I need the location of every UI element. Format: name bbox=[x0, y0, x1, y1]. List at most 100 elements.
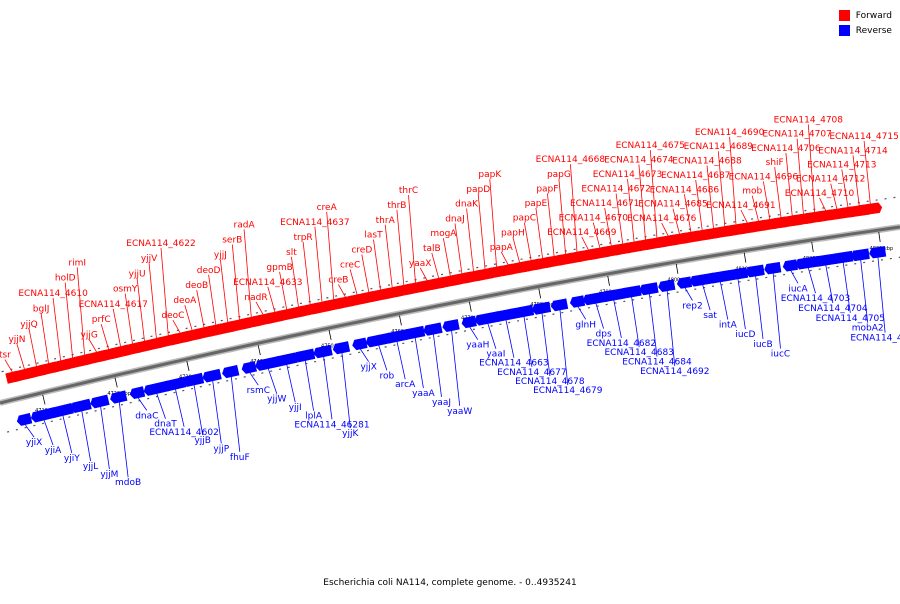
gene-label[interactable]: ECNA114_4683 bbox=[604, 348, 673, 358]
gene-label[interactable]: deoB bbox=[185, 281, 208, 291]
gene-label[interactable]: ECNA114_4710 bbox=[785, 189, 855, 199]
gene-label[interactable]: ECNA114_4711 bbox=[850, 334, 900, 344]
gene-label[interactable]: ECNA114_4691 bbox=[706, 201, 775, 211]
gene-label[interactable]: ECNA114_4670 bbox=[559, 214, 629, 224]
gene-label[interactable]: mogA bbox=[430, 229, 457, 239]
gene-arrow[interactable] bbox=[221, 364, 240, 379]
gene-label[interactable]: yjjU bbox=[129, 269, 146, 279]
gene-label[interactable]: ECNA114_4672 bbox=[581, 185, 650, 195]
gene-label[interactable]: deoD bbox=[197, 266, 221, 276]
gene-label[interactable]: rob bbox=[380, 371, 395, 381]
gene-label[interactable]: gpmB bbox=[266, 263, 292, 273]
gene-arrow[interactable] bbox=[461, 315, 477, 329]
gene-label[interactable]: tsr bbox=[0, 351, 11, 361]
gene-arrow[interactable] bbox=[869, 246, 887, 259]
gene-arrow[interactable] bbox=[202, 368, 222, 383]
gene-label[interactable]: papE bbox=[525, 199, 548, 209]
gene-label[interactable]: radA bbox=[234, 220, 256, 230]
gene-label[interactable]: yjjX bbox=[360, 363, 377, 373]
gene-label[interactable]: iucD bbox=[735, 330, 755, 340]
gene-label[interactable]: ECNA114_4686 bbox=[650, 185, 720, 195]
gene-arrow[interactable] bbox=[639, 282, 659, 296]
gene-label[interactable]: ECNA114_4677 bbox=[497, 368, 566, 378]
gene-label[interactable]: ECNA114_4685 bbox=[638, 200, 707, 210]
gene-arrow[interactable] bbox=[676, 276, 693, 289]
gene-arrow[interactable] bbox=[832, 250, 854, 264]
gene-label[interactable]: ECNA114_4712 bbox=[796, 175, 865, 185]
gene-label[interactable]: serB bbox=[222, 236, 242, 246]
gene-arrow[interactable] bbox=[109, 390, 128, 404]
gene-arrow[interactable] bbox=[531, 301, 552, 315]
gene-label[interactable]: yjjG bbox=[81, 331, 98, 341]
gene-label[interactable]: lasT bbox=[364, 231, 383, 241]
gene-arrow[interactable] bbox=[620, 285, 642, 299]
gene-arrow[interactable] bbox=[50, 402, 74, 418]
gene-label[interactable]: lplA bbox=[305, 412, 323, 422]
gene-label[interactable]: ECNA114_4674 bbox=[604, 156, 674, 166]
gene-label[interactable]: yjjK bbox=[342, 429, 359, 439]
gene-label[interactable]: yaaA bbox=[412, 389, 435, 399]
gene-label[interactable]: ECNA114_4706 bbox=[751, 144, 821, 154]
gene-label[interactable]: slt bbox=[286, 248, 297, 258]
gene-label[interactable]: yjjB bbox=[194, 436, 211, 446]
gene-label[interactable]: thrC bbox=[399, 186, 418, 196]
gene-label[interactable]: shiF bbox=[766, 158, 784, 168]
gene-arrow[interactable] bbox=[163, 376, 187, 392]
gene-arrow[interactable] bbox=[313, 344, 333, 359]
gene-label[interactable]: ECNA114_4690 bbox=[695, 128, 765, 138]
gene-arrow[interactable] bbox=[182, 372, 205, 387]
gene-arrow[interactable] bbox=[782, 259, 798, 272]
gene-arrow[interactable] bbox=[241, 361, 258, 374]
gene-arrow[interactable] bbox=[332, 341, 351, 355]
gene-label[interactable]: mdoB bbox=[115, 478, 141, 488]
gene-arrow[interactable] bbox=[293, 348, 316, 363]
gene-arrow[interactable] bbox=[30, 407, 57, 423]
gene-label[interactable]: dnaT bbox=[154, 420, 177, 430]
gene-label[interactable]: trpR bbox=[293, 233, 312, 243]
gene-label[interactable]: ECNA114_4689 bbox=[684, 142, 754, 152]
gene-label[interactable]: ECNA114_4715 bbox=[829, 132, 898, 142]
gene-label[interactable]: yjjW bbox=[267, 395, 286, 405]
gene-arrow[interactable] bbox=[745, 264, 765, 278]
gene-label[interactable]: yjiY bbox=[64, 454, 80, 464]
gene-label[interactable]: creD bbox=[351, 246, 372, 256]
gene-label[interactable]: bglJ bbox=[33, 304, 50, 314]
gene-label[interactable]: papA bbox=[490, 243, 514, 253]
gene-label[interactable]: yaaW bbox=[447, 407, 472, 417]
gene-arrow[interactable] bbox=[70, 398, 92, 413]
gene-label[interactable]: ECNA114_4668 bbox=[536, 155, 606, 165]
gene-arrow[interactable] bbox=[442, 319, 460, 332]
gene-label[interactable]: ECNA114_4707 bbox=[762, 130, 831, 140]
gene-label[interactable]: arcA bbox=[395, 380, 416, 390]
gene-label[interactable]: yjjM bbox=[100, 470, 118, 480]
gene-label[interactable]: fhuF bbox=[230, 453, 250, 463]
gene-arrow[interactable] bbox=[274, 352, 298, 367]
gene-label[interactable]: yjiA bbox=[45, 446, 62, 456]
gene-label[interactable]: prfC bbox=[92, 315, 111, 325]
gene-label[interactable]: ECNA114_4617 bbox=[78, 300, 147, 310]
gene-label[interactable]: papF bbox=[536, 184, 558, 194]
gene-label[interactable]: deoC bbox=[161, 311, 184, 321]
gene-label[interactable]: ECNA114_4637 bbox=[280, 218, 349, 228]
gene-label[interactable]: thrB bbox=[387, 201, 406, 211]
gene-label[interactable]: intA bbox=[719, 321, 738, 331]
gene-label[interactable]: papD bbox=[466, 185, 490, 195]
gene-label[interactable]: yjjQ bbox=[20, 320, 37, 330]
gene-label[interactable]: nadR bbox=[244, 293, 267, 303]
gene-label[interactable]: papK bbox=[478, 170, 502, 180]
gene-label[interactable]: yaaX bbox=[409, 259, 432, 269]
gene-label[interactable]: iucC bbox=[771, 350, 790, 360]
gene-label[interactable]: ECNA114_4682 bbox=[587, 339, 656, 349]
gene-label[interactable]: mob bbox=[742, 187, 762, 197]
gene-arrow[interactable] bbox=[16, 412, 33, 426]
gene-label[interactable]: ECNA114_4622 bbox=[126, 239, 195, 249]
gene-label[interactable]: creC bbox=[340, 260, 360, 270]
gene-label[interactable]: ECNA114_4684 bbox=[622, 358, 692, 368]
gene-label[interactable]: rsmC bbox=[247, 386, 270, 396]
gene-label[interactable]: papC bbox=[513, 214, 536, 224]
gene-arrow[interactable] bbox=[423, 322, 443, 336]
gene-label[interactable]: ECNA114_46281 bbox=[294, 420, 369, 430]
gene-arrow[interactable] bbox=[512, 304, 535, 319]
gene-label[interactable]: ECNA114_4675 bbox=[616, 141, 685, 151]
gene-label[interactable]: ECNA114_4633 bbox=[233, 278, 302, 288]
